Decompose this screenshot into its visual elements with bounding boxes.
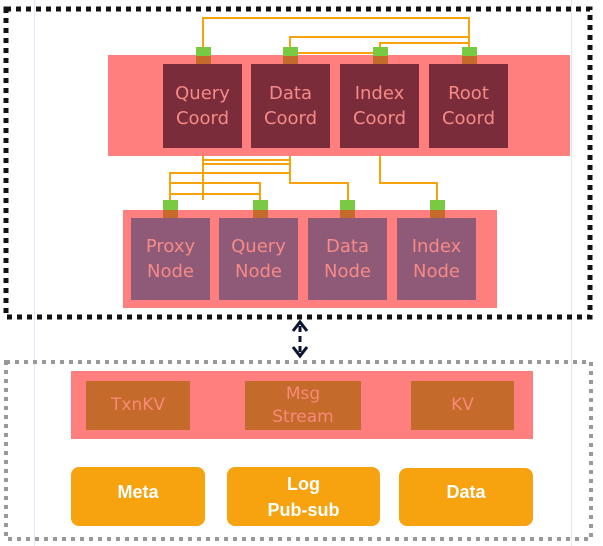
wire <box>289 148 349 200</box>
connector-port <box>373 47 388 57</box>
connector-port <box>283 47 298 57</box>
connector-port <box>253 200 268 210</box>
data-node: Data Node <box>308 218 387 300</box>
connector-port <box>163 210 178 218</box>
meta-storage: Meta <box>71 467 205 526</box>
connector-port <box>340 200 355 210</box>
wire <box>202 17 470 47</box>
txnkv-service: TxnKV <box>86 381 190 430</box>
connector-port <box>430 210 445 218</box>
query-node: Query Node <box>219 218 298 300</box>
connector-port <box>253 210 268 218</box>
connector-port <box>340 210 355 218</box>
connector-port <box>196 56 211 64</box>
wire <box>169 172 290 200</box>
connector-port <box>196 47 211 57</box>
storage-layer-border <box>4 360 593 541</box>
connector-port <box>373 56 388 64</box>
connector-port <box>462 56 477 64</box>
guide-line <box>571 0 572 546</box>
guide-line <box>34 0 35 546</box>
connector-port <box>462 47 477 57</box>
wire <box>379 42 469 47</box>
data-storage: Data <box>399 468 533 526</box>
proxy-node: Proxy Node <box>131 218 210 300</box>
connector-port <box>430 200 445 210</box>
root-coord: Root Coord <box>429 64 508 148</box>
msg-stream-service: Msg Stream <box>245 381 361 430</box>
connector-port <box>283 56 298 64</box>
compute-layer-border <box>3 6 593 320</box>
log-pubsub-storage: Log Pub-sub <box>227 467 380 526</box>
wire <box>170 182 261 200</box>
kv-service: KV <box>411 381 514 430</box>
data-coord: Data Coord <box>251 64 330 148</box>
index-node: Index Node <box>397 218 476 300</box>
query-coord: Query Coord <box>163 64 242 148</box>
index-coord: Index Coord <box>340 64 419 148</box>
wire <box>289 36 469 47</box>
wire <box>379 148 438 200</box>
bidirectional-arrow-icon <box>291 319 309 359</box>
connector-port <box>163 200 178 210</box>
